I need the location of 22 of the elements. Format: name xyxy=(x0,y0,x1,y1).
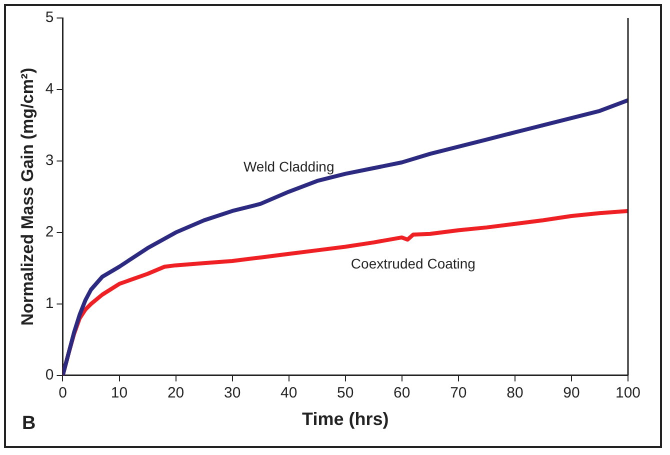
y-tick-label: 3 xyxy=(45,152,54,170)
y-tick-label: 0 xyxy=(45,366,54,384)
y-tick-label: 5 xyxy=(45,9,54,26)
x-tick-label: 90 xyxy=(563,384,580,402)
x-tick-label: 10 xyxy=(110,384,128,402)
series-label: Weld Cladding xyxy=(243,158,334,175)
x-axis-title: Time (hrs) xyxy=(302,409,389,430)
y-tick-label: 2 xyxy=(45,224,54,241)
x-tick-label: 40 xyxy=(280,384,298,402)
x-tick-label: 50 xyxy=(337,384,354,402)
y-tick-label: 4 xyxy=(45,80,54,98)
text: B xyxy=(22,413,36,434)
x-tick-label: 60 xyxy=(394,384,410,402)
series-label: Coextruded Coating xyxy=(350,255,476,272)
x-tick-label: 80 xyxy=(506,384,524,402)
x-tick-label: 0 xyxy=(58,384,67,402)
x-tick-label: 70 xyxy=(450,384,467,402)
y-axis-title: Normalized Mass Gain (mg/cm²) xyxy=(18,68,37,326)
x-tick-label: 20 xyxy=(167,384,184,402)
x-tick-label: 30 xyxy=(224,384,241,402)
x-tick-label: 100 xyxy=(615,384,641,402)
y-tick-label: 1 xyxy=(45,295,54,312)
